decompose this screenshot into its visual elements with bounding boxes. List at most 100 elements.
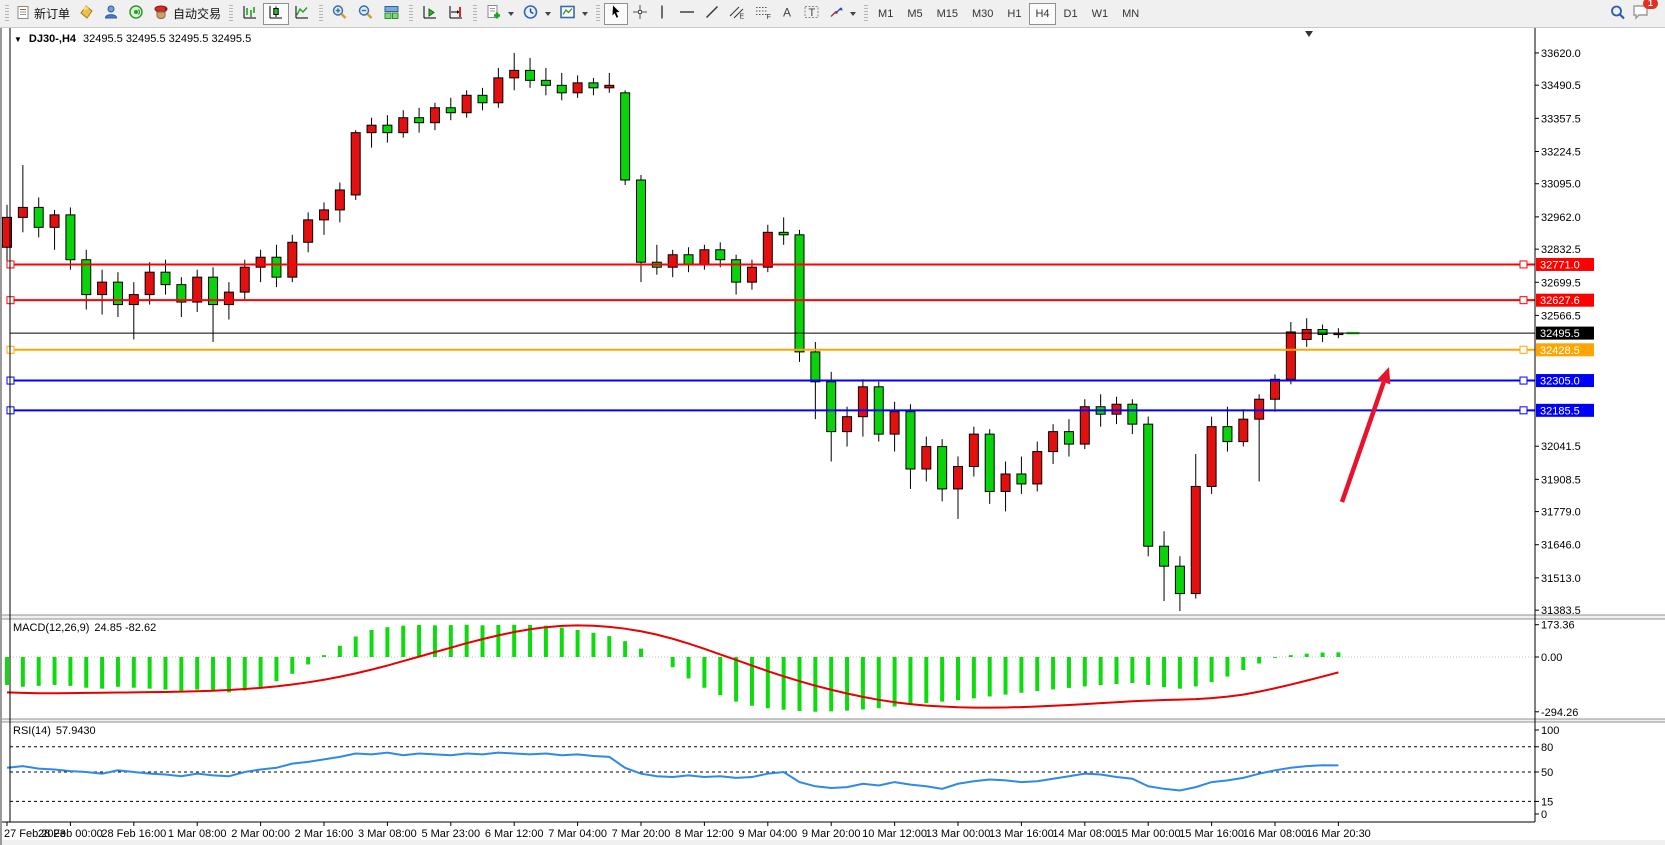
timeframe-button-h1[interactable]: H1 bbox=[1001, 3, 1027, 25]
time-label: 2 Mar 16:00 bbox=[295, 828, 354, 840]
candle-body bbox=[525, 69, 536, 81]
equidistant-channel-tool-button[interactable]: E bbox=[724, 3, 750, 25]
timeframe-button-m5[interactable]: M5 bbox=[901, 3, 928, 25]
candle-body bbox=[1222, 426, 1233, 443]
price-tick-label: 31779.0 bbox=[1541, 507, 1581, 519]
svg-text:A: A bbox=[783, 6, 791, 20]
chart-window: 33620.0 33490.5 33357.5 33224.5 33095.0 32962… bbox=[0, 28, 1665, 845]
timeframe-button-m30[interactable]: M30 bbox=[966, 3, 999, 25]
signals-button[interactable] bbox=[124, 3, 149, 25]
candle-body bbox=[1079, 406, 1090, 445]
tile-windows-button[interactable] bbox=[379, 3, 405, 25]
periods-button[interactable] bbox=[518, 3, 555, 25]
pane-splitter[interactable] bbox=[2, 615, 1665, 619]
timeframe-button-mn[interactable]: MN bbox=[1116, 3, 1145, 25]
new-order-button[interactable]: 新订单 bbox=[12, 3, 74, 25]
chat-button[interactable]: 1 bbox=[1631, 0, 1658, 26]
price-tick-label: 32699.5 bbox=[1541, 277, 1581, 289]
price-tag bbox=[1536, 403, 1594, 417]
macd-tick-label: 0.00 bbox=[1541, 652, 1562, 664]
zoom-out-button[interactable] bbox=[353, 3, 379, 25]
line-chart-icon bbox=[293, 4, 311, 24]
auto-scroll-button[interactable] bbox=[417, 3, 443, 25]
time-label: 7 Mar 04:00 bbox=[548, 828, 607, 840]
candle-body bbox=[192, 276, 203, 303]
templates-dropdown-caret bbox=[582, 11, 589, 16]
macd-label: MACD(12,26,9) bbox=[13, 622, 90, 634]
timeframe-button-d1[interactable]: D1 bbox=[1058, 3, 1084, 25]
candle-body bbox=[382, 124, 393, 134]
chart-shift-button[interactable] bbox=[443, 3, 469, 25]
hline-handle[interactable] bbox=[1519, 296, 1528, 305]
hline-handle[interactable] bbox=[1519, 376, 1528, 385]
hline-handle[interactable] bbox=[1519, 345, 1528, 354]
indicators-button[interactable] bbox=[481, 3, 518, 25]
navigator-button[interactable] bbox=[99, 3, 124, 25]
candle-body bbox=[540, 79, 551, 86]
trend-arrow-head[interactable] bbox=[1377, 367, 1391, 385]
time-label: 5 Mar 23:00 bbox=[421, 828, 480, 840]
fibonacci-tool-button[interactable]: F bbox=[750, 3, 776, 25]
candlestick-chart-button[interactable] bbox=[263, 2, 290, 25]
toolbar-separator bbox=[596, 4, 601, 23]
cursor-tool-button[interactable] bbox=[604, 2, 629, 25]
time-label: 10 Mar 12:00 bbox=[862, 828, 927, 840]
candle-body bbox=[334, 189, 345, 211]
candle-body bbox=[303, 219, 314, 243]
horizontal-line-tool-button[interactable] bbox=[674, 3, 700, 25]
candle-body bbox=[968, 433, 979, 468]
market-watch-button[interactable] bbox=[74, 3, 99, 25]
time-label: 28 Feb 16:00 bbox=[101, 828, 166, 840]
toolbar: 新订单 自动交易 bbox=[0, 0, 1665, 28]
templates-button[interactable] bbox=[555, 3, 592, 25]
crosshair-tool-button[interactable] bbox=[628, 3, 652, 25]
candle-body bbox=[398, 117, 409, 134]
macd-tick-label: 173.36 bbox=[1541, 620, 1575, 632]
chart-canvas[interactable]: 33620.0 33490.5 33357.5 33224.5 33095.0 32962… bbox=[2, 28, 1665, 845]
candle-body bbox=[112, 281, 123, 306]
timeframe-button-m1[interactable]: M1 bbox=[872, 3, 899, 25]
text-label-tool-button[interactable]: T bbox=[799, 3, 824, 25]
candle-body bbox=[271, 256, 282, 278]
candle-body bbox=[794, 234, 805, 353]
trend-arrow-line[interactable] bbox=[1339, 381, 1386, 503]
trendline-tool-button[interactable] bbox=[700, 3, 724, 25]
hline-handle[interactable] bbox=[1519, 406, 1528, 415]
text-tool-button[interactable]: A bbox=[776, 3, 799, 25]
time-label: 16 Mar 08:00 bbox=[1243, 828, 1308, 840]
vertical-line-tool-button[interactable] bbox=[652, 3, 674, 25]
symbol-collapse-icon[interactable]: ▼ bbox=[14, 34, 22, 44]
rsi-tick-label: 50 bbox=[1541, 767, 1553, 779]
candle-body bbox=[572, 82, 583, 94]
price-tick-label: 32962.0 bbox=[1541, 212, 1581, 224]
rsi-value: 57.9430 bbox=[55, 725, 96, 737]
hline-handle[interactable] bbox=[1519, 260, 1528, 269]
line-chart-button[interactable] bbox=[289, 3, 315, 25]
candle-body bbox=[144, 271, 155, 296]
price-tag bbox=[1536, 293, 1594, 307]
timeframe-button-w1[interactable]: W1 bbox=[1086, 3, 1115, 25]
toolbar-separator bbox=[319, 4, 324, 23]
time-label: 15 Mar 16:00 bbox=[1179, 828, 1244, 840]
candle-body bbox=[762, 231, 773, 268]
signals-radio-icon bbox=[128, 4, 145, 23]
chart-shift-marker[interactable] bbox=[1305, 31, 1313, 37]
zoom-in-button[interactable] bbox=[327, 3, 353, 25]
pane-splitter[interactable] bbox=[2, 719, 1665, 722]
timeframe-button-m15[interactable]: M15 bbox=[931, 3, 964, 25]
candle-body bbox=[1301, 328, 1312, 340]
svg-text:F: F bbox=[767, 14, 771, 20]
timeframe-button-h4[interactable]: H4 bbox=[1029, 2, 1056, 25]
candle-body bbox=[1159, 545, 1170, 567]
macd-signal-line bbox=[6, 624, 1339, 709]
price-tag bbox=[1536, 343, 1594, 357]
price-tick-label: 32832.5 bbox=[1541, 244, 1581, 256]
autotrading-button[interactable]: 自动交易 bbox=[149, 3, 225, 25]
arrows-tool-button[interactable] bbox=[824, 3, 860, 25]
bar-chart-button[interactable] bbox=[237, 3, 263, 25]
price-tick-label: 33095.0 bbox=[1541, 179, 1581, 191]
candle-body bbox=[1000, 473, 1011, 492]
time-label: 7 Mar 20:00 bbox=[612, 828, 671, 840]
candle-body bbox=[319, 209, 329, 221]
search-button[interactable] bbox=[1605, 3, 1631, 25]
